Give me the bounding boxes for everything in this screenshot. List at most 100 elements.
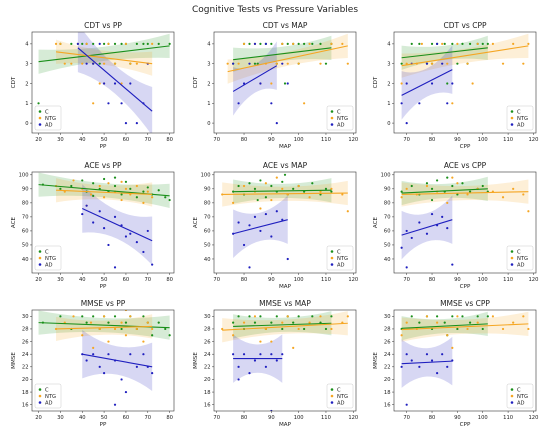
point-C xyxy=(324,187,328,190)
x-tick-label: 90 xyxy=(454,277,461,283)
point-C xyxy=(248,315,251,318)
point-NTG xyxy=(124,187,128,190)
point-AD xyxy=(248,62,251,65)
x-tick-label: 70 xyxy=(403,277,410,283)
y-tick-label: 1 xyxy=(387,101,390,107)
point-NTG xyxy=(120,198,123,202)
x-tick-label: 90 xyxy=(454,137,461,143)
point-NTG xyxy=(456,315,459,318)
legend-marker-C xyxy=(510,110,514,113)
x-tick-label: 90 xyxy=(268,277,275,283)
point-AD xyxy=(248,224,251,227)
legend-label-C: C xyxy=(45,387,49,393)
point-AD xyxy=(451,263,454,266)
legend-marker-C xyxy=(510,388,514,391)
point-NTG xyxy=(129,62,132,65)
x-axis-label: CPP xyxy=(460,144,471,150)
point-NTG xyxy=(522,62,525,65)
legend-label-AD: AD xyxy=(517,122,525,128)
x-tick-label: 120 xyxy=(348,137,358,143)
point-C xyxy=(468,321,472,324)
x-tick-label: 40 xyxy=(79,137,86,143)
point-NTG xyxy=(107,340,110,343)
point-NTG xyxy=(102,62,106,65)
point-C xyxy=(81,179,84,182)
point-AD xyxy=(275,359,278,362)
point-AD xyxy=(92,353,95,356)
point-AD xyxy=(98,210,101,213)
point-C xyxy=(297,42,300,45)
point-AD xyxy=(232,353,235,356)
x-axis-label: PP xyxy=(100,284,107,290)
y-tick-label: 1 xyxy=(25,101,28,107)
legend-label-NTG: NTG xyxy=(517,394,528,400)
point-NTG xyxy=(264,327,267,331)
y-tick-label: 70 xyxy=(204,215,211,221)
point-C xyxy=(81,315,84,318)
axes-frame xyxy=(31,171,175,274)
point-C xyxy=(259,179,262,182)
point-AD xyxy=(441,215,444,218)
point-AD xyxy=(124,390,128,394)
trend-line-NTG xyxy=(401,45,529,67)
y-tick-label: 40 xyxy=(22,257,29,263)
point-AD xyxy=(405,121,408,125)
point-AD xyxy=(237,365,240,368)
point-NTG xyxy=(120,180,123,183)
point-C xyxy=(476,315,479,318)
point-NTG xyxy=(124,334,128,337)
point-NTG xyxy=(72,179,75,182)
point-C xyxy=(113,176,117,179)
y-tick-label: 3 xyxy=(387,61,390,67)
y-tick-label: 30 xyxy=(384,314,391,320)
point-C xyxy=(281,180,284,183)
trend-line-NTG xyxy=(401,323,529,331)
point-NTG xyxy=(135,62,138,65)
y-axis-label: ACE xyxy=(193,216,199,228)
point-C xyxy=(142,315,145,318)
point-AD xyxy=(102,227,106,230)
point-NTG xyxy=(232,201,235,204)
point-NTG xyxy=(346,315,349,318)
point-AD xyxy=(124,121,128,125)
subplot-7: MMSE vs MAP 70 80 90 100 110 120 16 18 20 22 24 26 28… xyxy=(193,299,358,428)
x-tick-label: 60 xyxy=(123,415,130,421)
legend-marker-C xyxy=(38,388,42,391)
point-AD xyxy=(418,102,421,105)
point-NTG xyxy=(456,42,459,45)
trend-line-C xyxy=(401,323,488,329)
point-NTG xyxy=(341,42,344,45)
plot-area xyxy=(221,173,349,269)
point-NTG xyxy=(405,187,408,190)
legend-box xyxy=(326,105,354,131)
point-NTG xyxy=(292,42,295,45)
point-C xyxy=(330,190,333,193)
point-NTG xyxy=(456,182,459,185)
y-axis-label: MMSE xyxy=(11,352,17,369)
point-C xyxy=(281,327,284,331)
point-NTG xyxy=(400,196,403,199)
y-tick-label: 3 xyxy=(25,61,28,67)
x-tick-label: 70 xyxy=(213,415,220,421)
trend-line-AD xyxy=(82,353,153,368)
point-AD xyxy=(135,241,138,244)
point-NTG xyxy=(98,327,101,331)
point-C xyxy=(486,42,489,45)
point-C xyxy=(400,62,403,65)
point-C xyxy=(418,321,421,324)
point-C xyxy=(102,42,106,45)
point-AD xyxy=(102,82,106,85)
legend-marker-C xyxy=(38,110,42,113)
point-NTG xyxy=(264,182,267,185)
point-NTG xyxy=(92,102,95,105)
point-AD xyxy=(237,102,240,105)
point-NTG xyxy=(146,321,149,324)
point-C xyxy=(430,187,434,190)
x-axis-label: MAP xyxy=(279,422,292,428)
x-tick-label: 70 xyxy=(144,137,151,143)
point-C xyxy=(330,315,333,318)
trend-line-C xyxy=(233,189,332,193)
